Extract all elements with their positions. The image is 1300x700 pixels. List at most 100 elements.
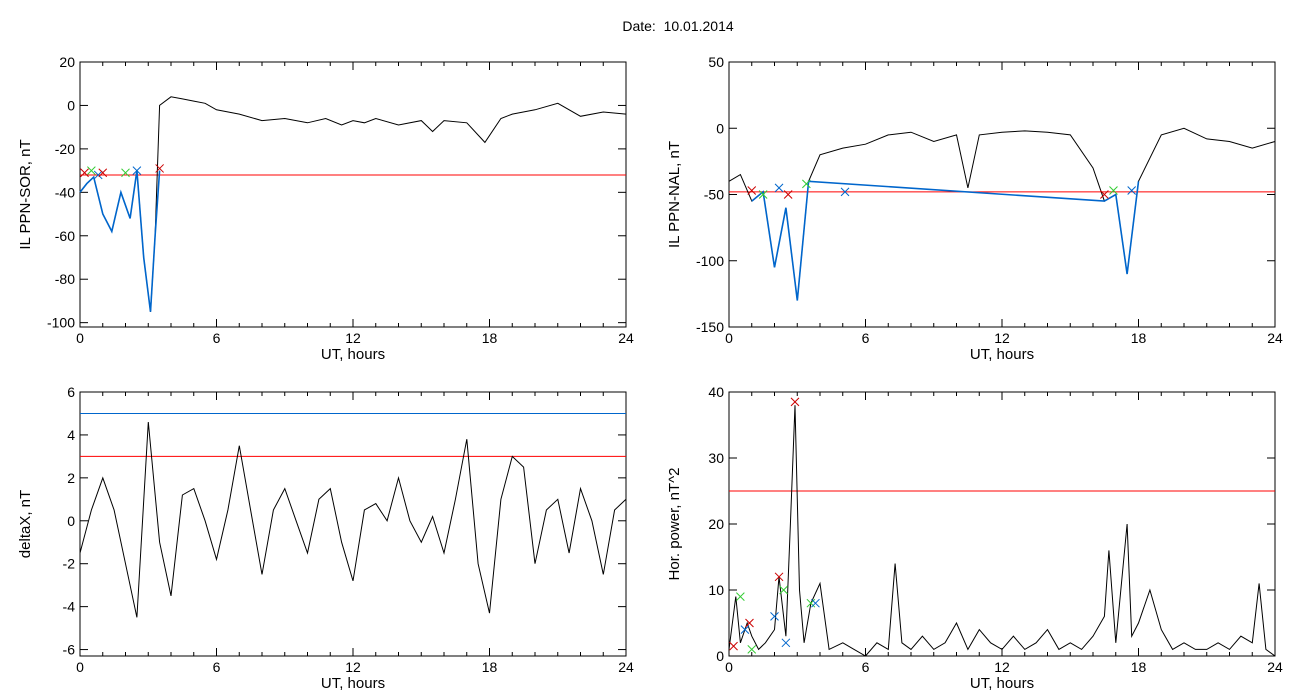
marker-stroke xyxy=(98,168,108,178)
x-tick-label: 0 xyxy=(76,330,84,346)
y-tick-label: 0 xyxy=(67,97,75,113)
y-tick-label: 6 xyxy=(67,384,75,400)
y-tick-label: -60 xyxy=(55,228,75,244)
event-marker xyxy=(740,625,750,634)
event-series-line xyxy=(751,180,1140,301)
x-tick-label: 6 xyxy=(213,330,221,346)
event-marker xyxy=(745,618,754,628)
marker-stroke xyxy=(132,166,142,175)
marker-stroke xyxy=(774,183,784,193)
event-marker xyxy=(806,598,816,608)
x-tick-label: 24 xyxy=(618,330,634,346)
event-marker xyxy=(729,641,738,651)
marker-stroke xyxy=(121,168,130,178)
marker-stroke xyxy=(745,618,754,628)
marker-stroke xyxy=(80,168,89,178)
y-tick-label: 20 xyxy=(59,54,75,70)
marker-stroke xyxy=(1100,190,1109,199)
y-tick-label: 0 xyxy=(67,513,75,529)
x-tick-label: 24 xyxy=(1267,330,1283,346)
plot-ppn-sor: 0 6 12 18 24 20 0 -20 -40 -60 -80 -100 UT, hours IL P… xyxy=(17,54,634,363)
marker-stroke xyxy=(155,164,164,173)
marker-stroke xyxy=(811,598,820,608)
y-tick-label: 50 xyxy=(708,54,724,70)
x-tick-label: 0 xyxy=(725,659,733,675)
event-series-line xyxy=(79,170,161,312)
event-marker xyxy=(747,645,757,654)
signal-series-line xyxy=(728,405,1276,657)
y-tick-label: -50 xyxy=(704,187,724,203)
event-marker xyxy=(774,572,784,582)
event-marker xyxy=(774,183,784,193)
marker-stroke xyxy=(740,625,750,634)
signal-series-line xyxy=(728,127,1276,301)
y-tick-label: -100 xyxy=(47,315,75,331)
event-marker xyxy=(93,170,103,180)
page-title: Date: 10.01.2014 xyxy=(622,18,734,34)
y-axis-label: IL PPN-SOR, nT xyxy=(17,139,34,249)
marker-stroke xyxy=(747,186,757,195)
y-tick-label: -20 xyxy=(55,141,75,157)
marker-stroke xyxy=(774,572,784,582)
x-tick-label: 18 xyxy=(482,659,498,675)
y-axis-label: IL PPN-NAL, nT xyxy=(666,141,683,248)
marker-stroke xyxy=(1127,186,1137,195)
y-tick-label: -2 xyxy=(63,556,76,572)
x-tick-label: 18 xyxy=(1131,659,1147,675)
event-marker xyxy=(1100,190,1109,199)
x-tick-label: 24 xyxy=(618,659,634,675)
x-tick-label: 6 xyxy=(862,659,870,675)
marker-stroke xyxy=(729,641,738,651)
marker-stroke xyxy=(779,585,788,595)
marker-stroke xyxy=(736,592,745,601)
plot-ppn-nal: 0 6 12 18 24 50 0 -50 -100 -150 UT, hours IL PPN-NA… xyxy=(666,54,1283,363)
plot-frame xyxy=(79,61,627,328)
y-tick-label: 40 xyxy=(708,384,724,400)
y-tick-label: -4 xyxy=(63,599,76,615)
y-tick-label: 0 xyxy=(716,120,724,136)
y-tick-label: 2 xyxy=(67,470,75,486)
y-tick-label: 20 xyxy=(708,516,724,532)
event-marker xyxy=(758,190,768,199)
x-tick-label: 0 xyxy=(76,659,84,675)
y-tick-label: -6 xyxy=(63,642,76,658)
y-tick-label: -100 xyxy=(696,253,724,269)
x-axis-label: UT, hours xyxy=(321,346,385,363)
x-tick-label: 0 xyxy=(725,330,733,346)
marker-stroke xyxy=(801,179,811,189)
x-tick-label: 12 xyxy=(345,659,361,675)
signal-series-line xyxy=(79,421,627,618)
event-marker xyxy=(781,638,791,648)
event-marker xyxy=(811,598,820,608)
event-marker xyxy=(1127,186,1137,195)
event-marker xyxy=(80,168,89,178)
y-tick-label: 4 xyxy=(67,427,75,443)
y-axis-label: Hor. power, nT^2 xyxy=(666,468,683,581)
event-marker xyxy=(736,592,745,601)
x-tick-label: 18 xyxy=(1131,330,1147,346)
y-tick-label: -40 xyxy=(55,184,75,200)
y-tick-label: 10 xyxy=(708,582,724,598)
x-tick-label: 12 xyxy=(994,330,1010,346)
plot-hor-power: 0 6 12 18 24 0 10 20 30 40 UT, hours Hor. power, nT… xyxy=(666,384,1283,692)
event-marker xyxy=(155,164,164,173)
event-marker xyxy=(1109,186,1118,195)
plot-deltax: 0 6 12 18 24 6 4 2 0 -2 -4 -6 UT, hours deltaX, nT xyxy=(17,384,634,692)
x-axis-label: UT, hours xyxy=(970,346,1034,363)
plot-frame xyxy=(79,391,627,657)
marker-stroke xyxy=(806,598,816,608)
x-tick-label: 12 xyxy=(994,659,1010,675)
marker-stroke xyxy=(840,187,850,197)
x-tick-label: 6 xyxy=(862,330,870,346)
marker-stroke xyxy=(87,166,96,175)
y-tick-label: -150 xyxy=(696,319,724,335)
x-tick-label: 24 xyxy=(1267,659,1283,675)
marker-stroke xyxy=(781,638,791,648)
event-marker xyxy=(98,168,108,178)
marker-stroke xyxy=(790,397,800,407)
event-marker xyxy=(87,166,96,175)
y-tick-label: 30 xyxy=(708,450,724,466)
marker-stroke xyxy=(1109,186,1118,195)
event-marker xyxy=(779,585,788,595)
event-marker xyxy=(801,179,811,189)
